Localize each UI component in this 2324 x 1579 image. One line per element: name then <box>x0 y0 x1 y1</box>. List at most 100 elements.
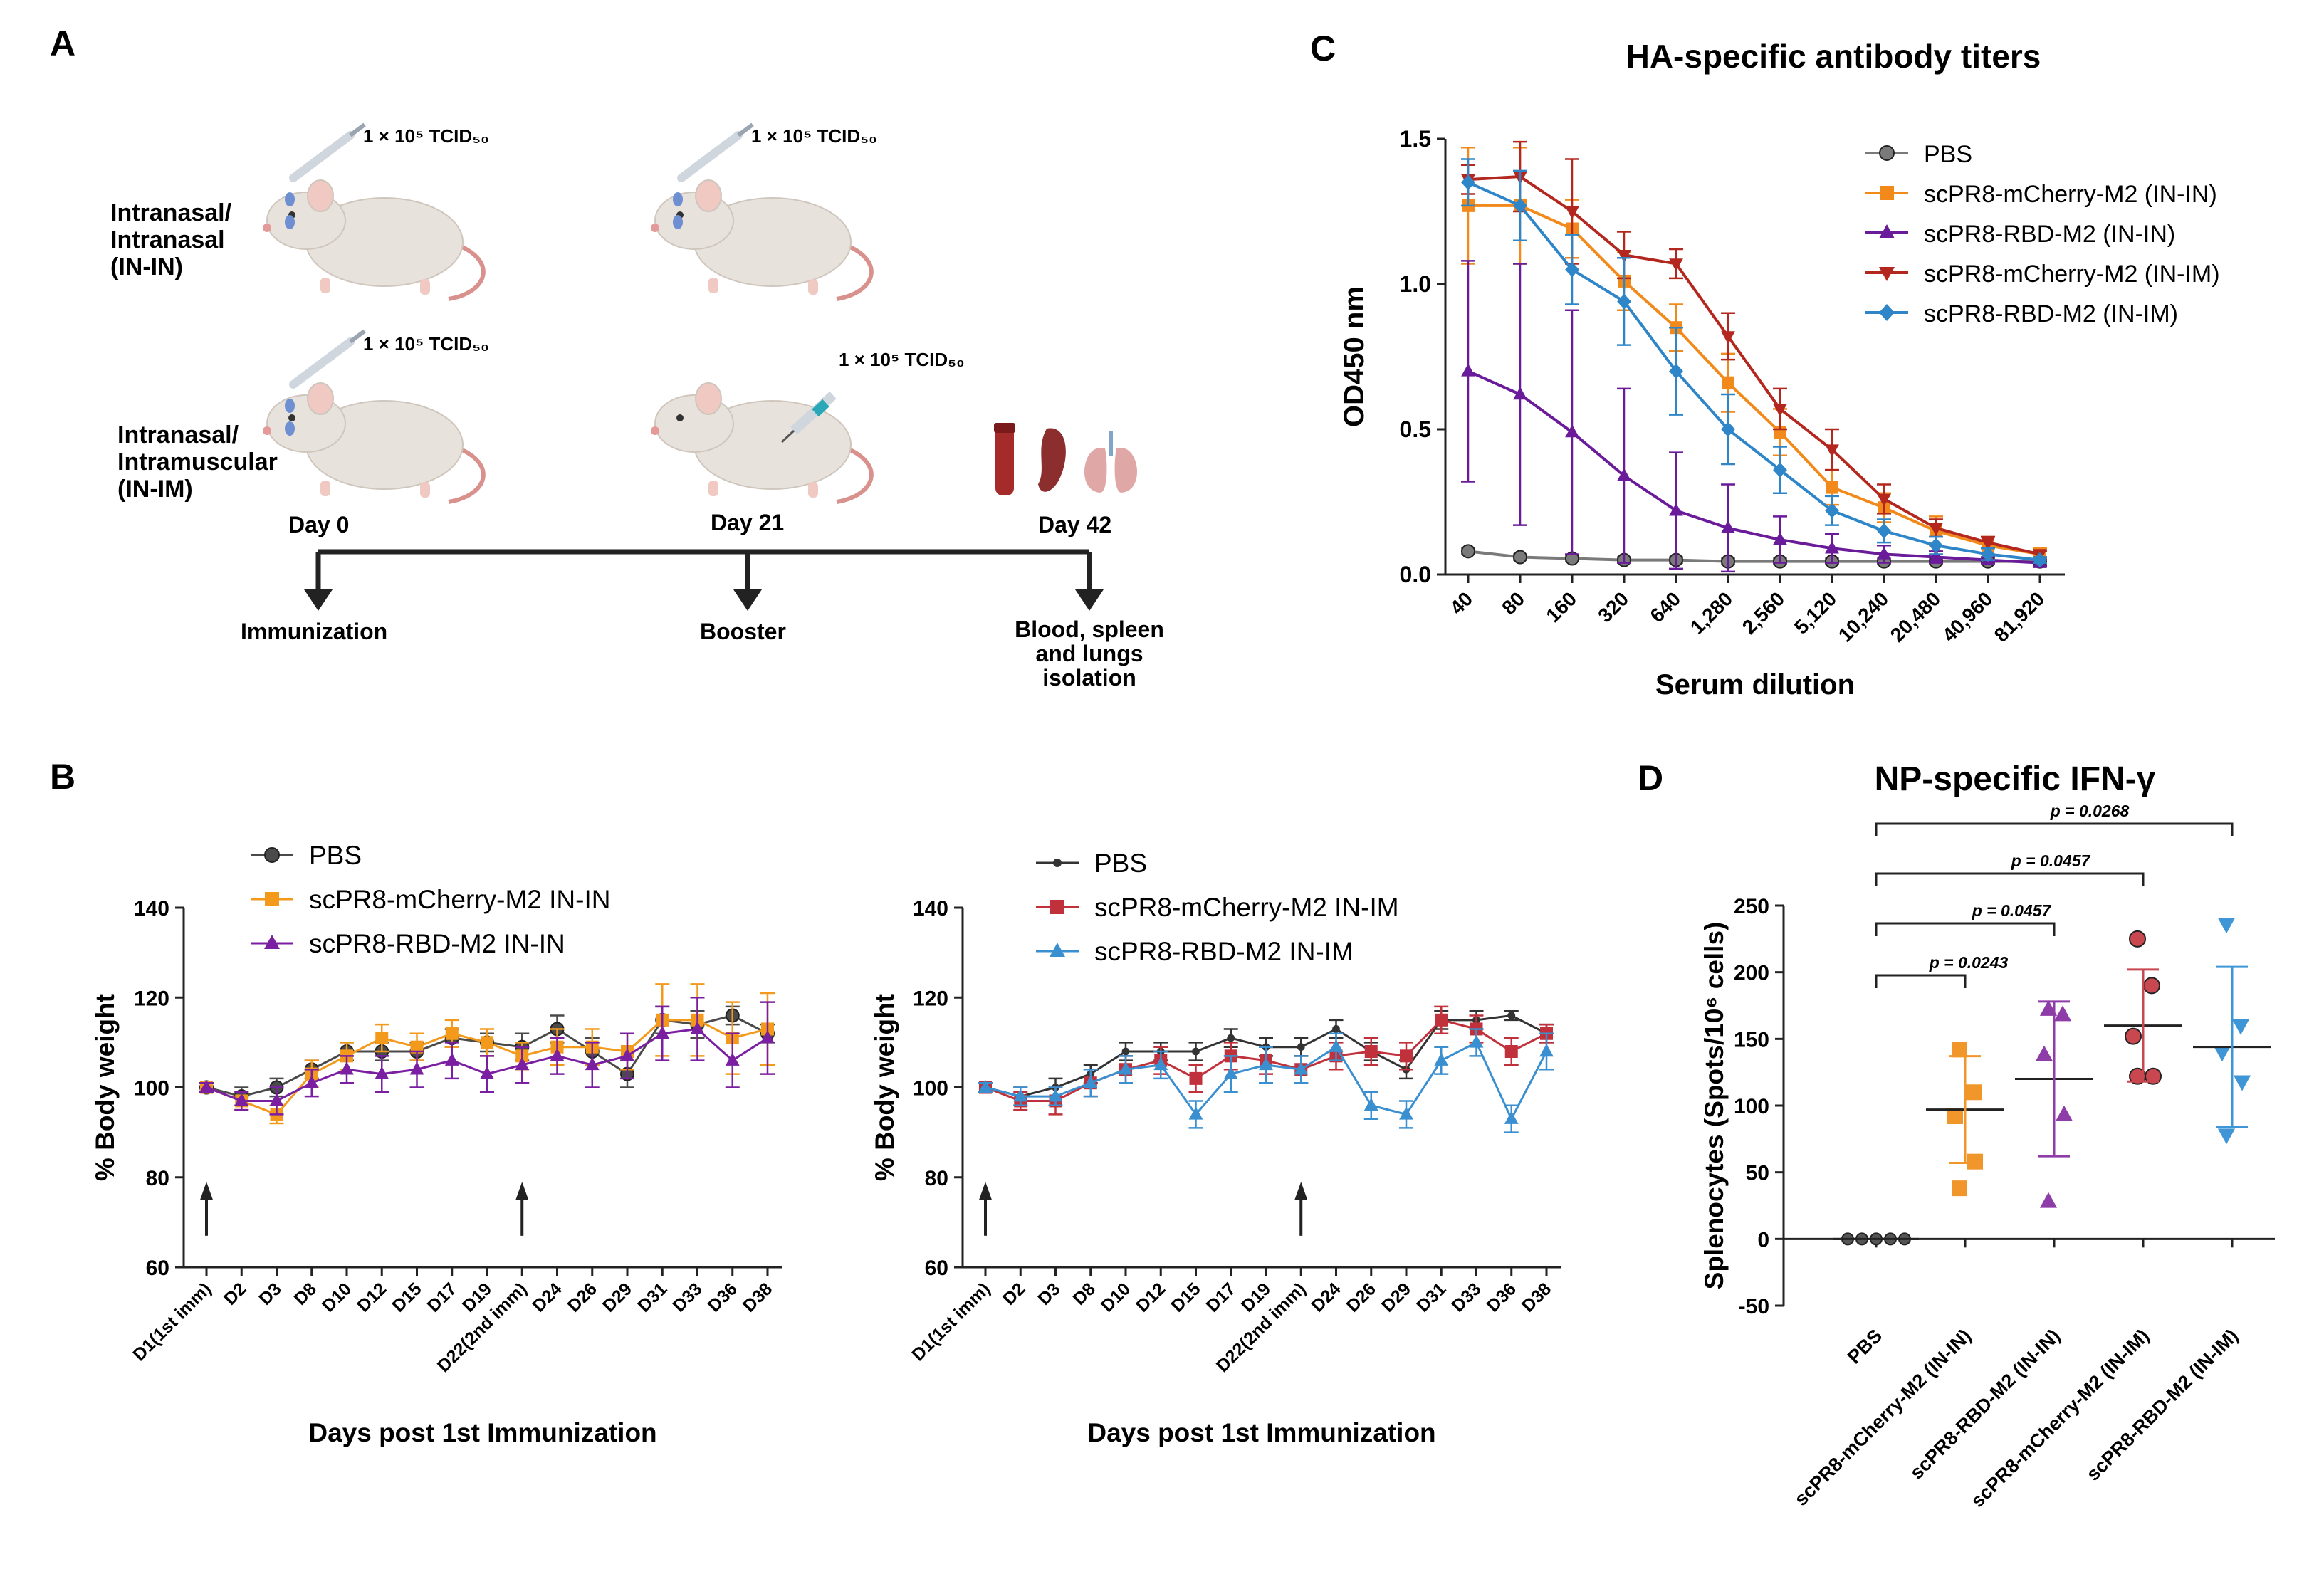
timepoint-day-42: Day 42 <box>1038 512 1111 537</box>
data-point <box>2053 1005 2072 1022</box>
data-point <box>1227 1034 1235 1042</box>
data-point <box>1434 1052 1449 1066</box>
bracket-line <box>1875 922 2056 936</box>
arrow-booster <box>733 589 762 611</box>
event-immunization: Immunization <box>241 619 387 644</box>
pipette-body <box>289 337 355 389</box>
x-tick-label: D2 <box>999 1279 1029 1308</box>
y-tick-label: 60 <box>925 1257 948 1280</box>
p-value-label: p = 0.0457 <box>2011 851 2091 870</box>
legend: PBS scPR8-mCherry-M2 IN-IM scPR8-RBD-M2 IN… <box>1036 849 1399 966</box>
x-tick-label: D33 <box>1448 1279 1485 1316</box>
bracket-line <box>1875 974 1967 988</box>
data-point <box>1877 523 1891 539</box>
legend-swatch-marker <box>1879 145 1895 161</box>
y-axis-title: Splenocytes (Spots/10⁶ cells) <box>1700 922 1729 1290</box>
data-point <box>1877 546 1891 560</box>
mouse-in-im-day21 <box>651 382 874 504</box>
dose-label-in-in-day0: 1 × 10⁵ TCID₅₀ <box>363 125 489 147</box>
legend-swatch-marker <box>1053 859 1062 867</box>
spleen-icon <box>1038 428 1066 492</box>
data-point <box>1400 1049 1413 1063</box>
mouse-head <box>266 192 346 250</box>
data-point <box>1399 1106 1413 1120</box>
y-tick-label: 100 <box>1734 1095 1769 1118</box>
mouse-head <box>654 192 734 250</box>
data-point <box>1617 293 1631 310</box>
pipette-end <box>349 122 366 137</box>
legend-swatch-marker <box>1050 943 1065 957</box>
chart-title: NP-specific IFN-γ <box>1875 760 2156 798</box>
drop-icon <box>285 421 295 436</box>
x-tick-label: 20,480 <box>1886 587 1944 646</box>
mouse-ear <box>307 179 334 212</box>
x-tick-label: D31 <box>1413 1279 1450 1316</box>
timeline <box>315 549 1092 591</box>
data-point <box>340 1061 354 1075</box>
data-point <box>585 1057 600 1071</box>
data-point <box>1513 198 1527 214</box>
y-tick-label: 1.5 <box>1400 126 1431 152</box>
x-tick-label: D17 <box>1203 1279 1240 1316</box>
data-point <box>199 1079 214 1093</box>
data-point <box>1877 493 1891 507</box>
mouse-in-im-day0 <box>263 382 486 504</box>
data-point <box>1721 421 1735 437</box>
data-point <box>234 1093 249 1106</box>
x-tick-label: 81,920 <box>1990 587 2048 646</box>
data-point <box>2217 918 2236 934</box>
data-point <box>2233 1075 2251 1091</box>
data-point <box>1722 376 1734 389</box>
data-point <box>445 1027 459 1040</box>
syringe-fluid <box>812 399 829 417</box>
data-point <box>1721 331 1735 345</box>
legend-label: PBS <box>309 841 362 870</box>
y-tick-label: 80 <box>146 1167 169 1190</box>
panel-label-d: D <box>1638 758 1663 798</box>
legend-label: PBS <box>1094 849 1147 878</box>
y-tick-label: 250 <box>1734 895 1769 918</box>
chart-d: NP-specific IFN-γ -50 0 50 100 150 200 250Splen… <box>1700 760 2275 1511</box>
dose-label-in-in-day21: 1 × 10⁵ TCID₅₀ <box>751 125 877 147</box>
x-tick-label: D15 <box>1168 1279 1205 1316</box>
mouse-leg <box>708 481 718 496</box>
x-tick-label: D1(1st imm) <box>129 1279 215 1365</box>
x-tick-label: D31 <box>634 1279 671 1316</box>
pipette-end <box>349 329 366 344</box>
legend-swatch-marker <box>264 847 280 863</box>
x-tick-label: scPR8-RBD-M2 (IN-IN) <box>1905 1325 2064 1484</box>
drop-icon <box>285 192 295 206</box>
y-tick-label: 80 <box>925 1167 948 1190</box>
data-point <box>1565 261 1579 278</box>
data-point <box>1192 1047 1200 1056</box>
group-0 <box>1833 1232 1919 1246</box>
panel-label-c: C <box>1310 28 1336 68</box>
x-tick-label: 10,240 <box>1834 587 1893 646</box>
x-tick-label: D17 <box>424 1279 461 1316</box>
dose-label-in-im-day0: 1 × 10⁵ TCID₅₀ <box>363 333 489 355</box>
data-point <box>1952 1180 1967 1197</box>
bracket-line <box>1875 822 2234 836</box>
mouse-ear <box>695 382 722 415</box>
data-point <box>2213 1046 2231 1062</box>
y-tick-label: 120 <box>134 987 169 1010</box>
pipette-body <box>677 131 743 182</box>
mouse-tail <box>836 443 874 504</box>
event-isolation: Blood, spleen and lungs isolation <box>1015 617 1164 691</box>
drop-icon <box>673 192 683 206</box>
arrow-isolation <box>1075 589 1104 611</box>
data-point <box>2129 930 2146 948</box>
chart-title: HA-specific antibody titers <box>1626 38 2041 75</box>
significance-bracket: p = 0.0457 <box>1875 851 2145 886</box>
mouse-leg <box>320 278 330 293</box>
drop-icon <box>285 399 295 413</box>
series-4 <box>1461 158 2047 568</box>
y-axis-title: OD450 nm <box>1339 286 1370 427</box>
data-point <box>1329 1039 1344 1052</box>
x-tick-label: 160 <box>1542 587 1581 626</box>
mouse-ear <box>307 382 334 415</box>
pipette-end <box>737 122 754 137</box>
data-point <box>1461 544 1475 559</box>
y-tick-label: 60 <box>146 1257 169 1280</box>
mouse-in-in-day0 <box>263 179 486 301</box>
